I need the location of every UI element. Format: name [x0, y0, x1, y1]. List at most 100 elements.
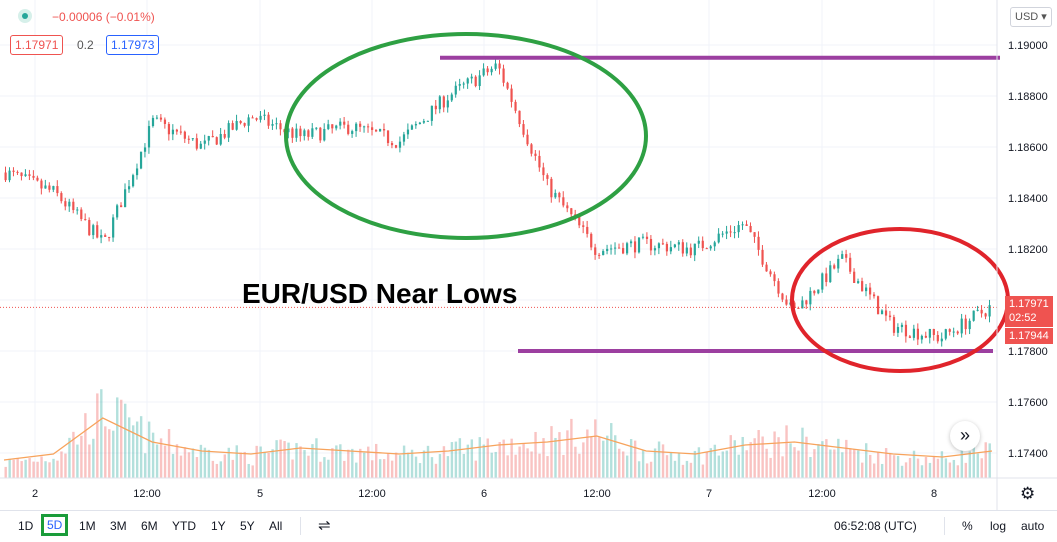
candle-body	[900, 324, 904, 328]
candle-body	[88, 219, 91, 236]
volume-bar	[884, 448, 888, 478]
ask-price[interactable]: 1.17973	[106, 35, 160, 55]
candle-body	[980, 309, 983, 314]
candle-body	[916, 328, 920, 340]
candle-body	[235, 120, 238, 130]
candle-body	[853, 271, 856, 284]
candle-body	[414, 124, 418, 126]
volume-bar	[781, 456, 784, 478]
percent-toggle[interactable]: %	[962, 519, 973, 533]
volume-bar	[339, 444, 342, 478]
range-all[interactable]: All	[269, 519, 283, 533]
volume-bar	[713, 444, 717, 478]
range-ytd[interactable]: YTD	[172, 519, 196, 533]
candle-body	[402, 134, 406, 142]
status-dot-icon	[22, 13, 28, 19]
volume-bar	[347, 449, 350, 478]
price-axis[interactable]: 1.190001.188001.186001.184001.182001.180…	[996, 0, 1048, 510]
candle-body	[135, 168, 139, 176]
scroll-to-realtime-button[interactable]: »	[950, 421, 980, 451]
candle-body	[697, 240, 700, 244]
x-tick-label: 6	[481, 488, 487, 500]
volume-bar	[685, 460, 689, 478]
volume-bar	[203, 447, 207, 478]
green-ellipse-highlight[interactable]	[284, 32, 648, 240]
volume-bar	[590, 436, 593, 478]
range-1d[interactable]: 1D	[18, 519, 34, 533]
candle-body	[884, 310, 888, 316]
candle-body	[681, 242, 684, 254]
candle-body	[550, 178, 553, 198]
volume-bar	[375, 443, 378, 478]
volume-bar	[68, 437, 71, 478]
candle-body	[637, 237, 641, 253]
volume-bar	[458, 438, 462, 478]
volume-bar	[570, 418, 573, 478]
range-5y[interactable]: 5Y	[240, 519, 255, 533]
candle-body	[872, 294, 876, 297]
candle-body	[175, 129, 179, 132]
volume-bar	[279, 439, 282, 478]
y-tick-label: 1.19000	[1008, 40, 1048, 52]
candle-body	[163, 119, 167, 124]
candle-body	[363, 126, 366, 128]
candle-body	[880, 310, 884, 315]
utc-clock[interactable]: 06:52:08 (UTC)	[834, 519, 917, 533]
volume-bar	[657, 441, 661, 478]
candle-body	[454, 85, 457, 95]
candle-body	[84, 219, 87, 221]
volume-bar	[876, 451, 880, 478]
volume-bar	[410, 449, 414, 478]
volume-bar	[900, 465, 904, 478]
volume-bar	[637, 461, 641, 478]
volume-bar	[498, 442, 501, 478]
candle-body	[518, 110, 521, 125]
volume-bar	[315, 438, 318, 478]
volume-bar	[390, 460, 394, 478]
volume-bar	[359, 448, 362, 478]
volume-bar	[44, 461, 47, 478]
volume-bar	[865, 443, 868, 478]
settings-gear-icon[interactable]: ⚙	[1020, 484, 1036, 503]
range-5d[interactable]: 5D	[40, 514, 69, 536]
volume-bar	[948, 462, 952, 478]
volume-bar	[960, 449, 964, 478]
volume-bar	[20, 461, 23, 478]
volume-bar	[733, 440, 736, 478]
volume-bar	[335, 445, 338, 478]
candle-body	[857, 281, 860, 284]
date-range-icon[interactable]: ⇌	[318, 517, 331, 534]
range-6m[interactable]: 6M	[141, 519, 158, 533]
range-3m[interactable]: 3M	[110, 519, 127, 533]
volume-bar	[972, 446, 975, 478]
range-1m[interactable]: 1M	[79, 519, 96, 533]
candle-body	[773, 274, 776, 282]
candle-body	[701, 240, 704, 249]
volume-bar	[92, 438, 95, 478]
volume-bar	[406, 452, 410, 478]
volume-bar	[80, 435, 83, 478]
candle-body	[378, 128, 382, 132]
candle-body	[223, 133, 226, 138]
candle-body	[669, 247, 673, 252]
volume-bar	[351, 448, 354, 478]
horizontal-levels[interactable]	[440, 55, 1000, 353]
candle-body	[68, 201, 71, 207]
auto-toggle[interactable]: auto	[1021, 519, 1045, 533]
volume-bar	[72, 431, 75, 478]
log-toggle[interactable]: log	[990, 519, 1007, 533]
volume-bar	[817, 444, 820, 478]
candle-body	[147, 126, 151, 148]
range-1y[interactable]: 1Y	[211, 519, 226, 533]
time-axis[interactable]: 2 12:00 5 12:00 6 12:00 7 12:00 8	[0, 477, 1057, 500]
volume-bar	[606, 435, 609, 478]
volume-bar	[538, 453, 541, 478]
bid-price[interactable]: 1.17971	[10, 35, 64, 55]
candle-body	[554, 192, 557, 198]
candle-body	[625, 243, 629, 254]
volume-bar	[227, 447, 230, 478]
currency-selector[interactable]: USD ▾	[1010, 7, 1052, 27]
candle-body	[199, 143, 202, 149]
candle-body	[112, 217, 115, 238]
